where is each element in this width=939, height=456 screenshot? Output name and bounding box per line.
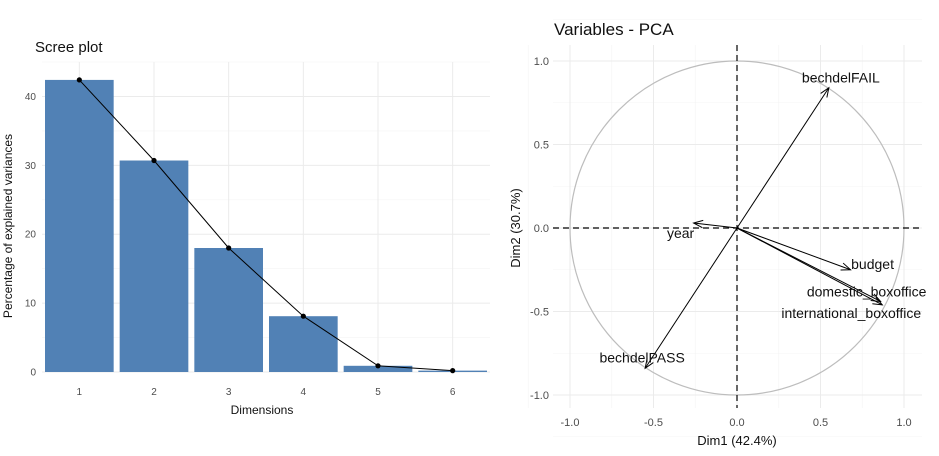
pca-x-ticks: -1.0 -0.5 0.0 0.5 1.0 bbox=[561, 417, 912, 429]
scree-plot-bars bbox=[45, 79, 487, 373]
scree-y-tick-label: 40 bbox=[25, 92, 37, 103]
scree-plot-x-axis-label: Dimensions bbox=[231, 403, 294, 417]
scree-x-tick-label: 6 bbox=[450, 387, 456, 398]
pca-arrowhead-international_boxoffice bbox=[872, 296, 884, 306]
pca-x-tick-label: -0.5 bbox=[644, 417, 663, 429]
pca-label-year: year bbox=[667, 225, 695, 241]
scree-bar-1 bbox=[45, 79, 114, 373]
pca-y-tick-label: -1.0 bbox=[530, 390, 549, 402]
scree-plot-y-ticks: 0 10 20 30 40 bbox=[25, 92, 37, 379]
pca-arrow-international_boxoffice bbox=[736, 227, 883, 306]
scree-point-4 bbox=[300, 313, 306, 319]
scree-x-tick-label: 5 bbox=[375, 387, 381, 398]
pca-x-tick-label: 0.0 bbox=[729, 417, 744, 429]
pca-title: Variables - PCA bbox=[554, 20, 674, 39]
scree-plot-line bbox=[76, 77, 456, 374]
pca-arrowhead-bechdelPASS bbox=[644, 358, 654, 370]
pca-label-international_boxoffice: international_boxoffice bbox=[781, 305, 921, 321]
pca-arrowhead-year bbox=[692, 219, 704, 229]
pca-arrow-bechdelPASS bbox=[644, 227, 738, 369]
scree-y-tick-label: 0 bbox=[30, 368, 36, 379]
pca-y-tick-label: 0.5 bbox=[534, 140, 549, 152]
pca-x-tick-label: 1.0 bbox=[896, 417, 911, 429]
pca-x-axis-label: Dim1 (42.4%) bbox=[697, 433, 776, 448]
scree-y-tick-label: 30 bbox=[25, 161, 37, 172]
scree-bar-4 bbox=[269, 316, 338, 372]
pca-y-tick-label: -0.5 bbox=[530, 307, 549, 319]
pca-x-tick-label: 0.5 bbox=[813, 417, 828, 429]
pca-arrow-bechdelFAIL bbox=[736, 87, 830, 229]
pca-y-tick-label: 1.0 bbox=[534, 56, 549, 68]
scree-point-6 bbox=[450, 368, 456, 374]
scree-point-1 bbox=[76, 77, 82, 83]
pca-label-domestic_boxoffice: domestic_boxoffice bbox=[807, 283, 927, 299]
scree-x-tick-label: 2 bbox=[151, 387, 157, 398]
scree-y-tick-label: 10 bbox=[25, 299, 37, 310]
pca-variable-labels: bechdelFAIL year budget domestic_boxofficei… bbox=[599, 70, 926, 366]
scree-bar-2 bbox=[119, 160, 189, 372]
scree-point-3 bbox=[226, 245, 232, 251]
scree-plot-y-axis-label: Percentage of explained variances bbox=[1, 134, 15, 318]
pca-label-bechdelPASS: bechdelPASS bbox=[599, 349, 684, 365]
pca-label-bechdelFAIL: bechdelFAIL bbox=[802, 70, 880, 86]
pca-label-budget: budget bbox=[851, 256, 894, 272]
scree-x-tick-label: 1 bbox=[77, 387, 83, 398]
scree-bar-3 bbox=[194, 248, 263, 372]
pca-arrowhead-bechdelFAIL bbox=[820, 86, 830, 98]
scree-y-tick-label: 20 bbox=[25, 230, 37, 241]
pca-y-axis-label: Dim2 (30.7%) bbox=[508, 188, 523, 267]
pca-y-ticks: -1.0 -0.5 0.0 0.5 1.0 bbox=[530, 56, 549, 402]
scree-bar-5 bbox=[343, 365, 413, 372]
scree-point-5 bbox=[375, 363, 381, 369]
scree-plot-title: Scree plot bbox=[35, 39, 103, 56]
scree-x-tick-label: 4 bbox=[301, 387, 307, 398]
scree-plot-panel: 0 10 20 30 40 1 2 3 4 5 6 Scree plot Dimensions P… bbox=[1, 39, 490, 417]
pca-x-tick-label: -1.0 bbox=[561, 417, 580, 429]
pca-variables-panel: bechdelFAIL year budget domestic_boxofficei… bbox=[508, 18, 927, 448]
scree-point-2 bbox=[151, 157, 157, 164]
pca-gridlines bbox=[527, 18, 922, 438]
pca-arrow-year bbox=[693, 222, 738, 229]
pca-arrow-budget bbox=[736, 227, 851, 271]
pca-y-tick-label: 0.0 bbox=[534, 223, 549, 235]
pca-arrowhead-budget bbox=[840, 262, 852, 271]
scree-plot-x-ticks: 1 2 3 4 5 6 bbox=[77, 387, 456, 398]
pca-variable-arrows bbox=[644, 86, 884, 370]
scree-x-tick-label: 3 bbox=[226, 387, 232, 398]
scree-trend-line bbox=[78, 79, 453, 372]
